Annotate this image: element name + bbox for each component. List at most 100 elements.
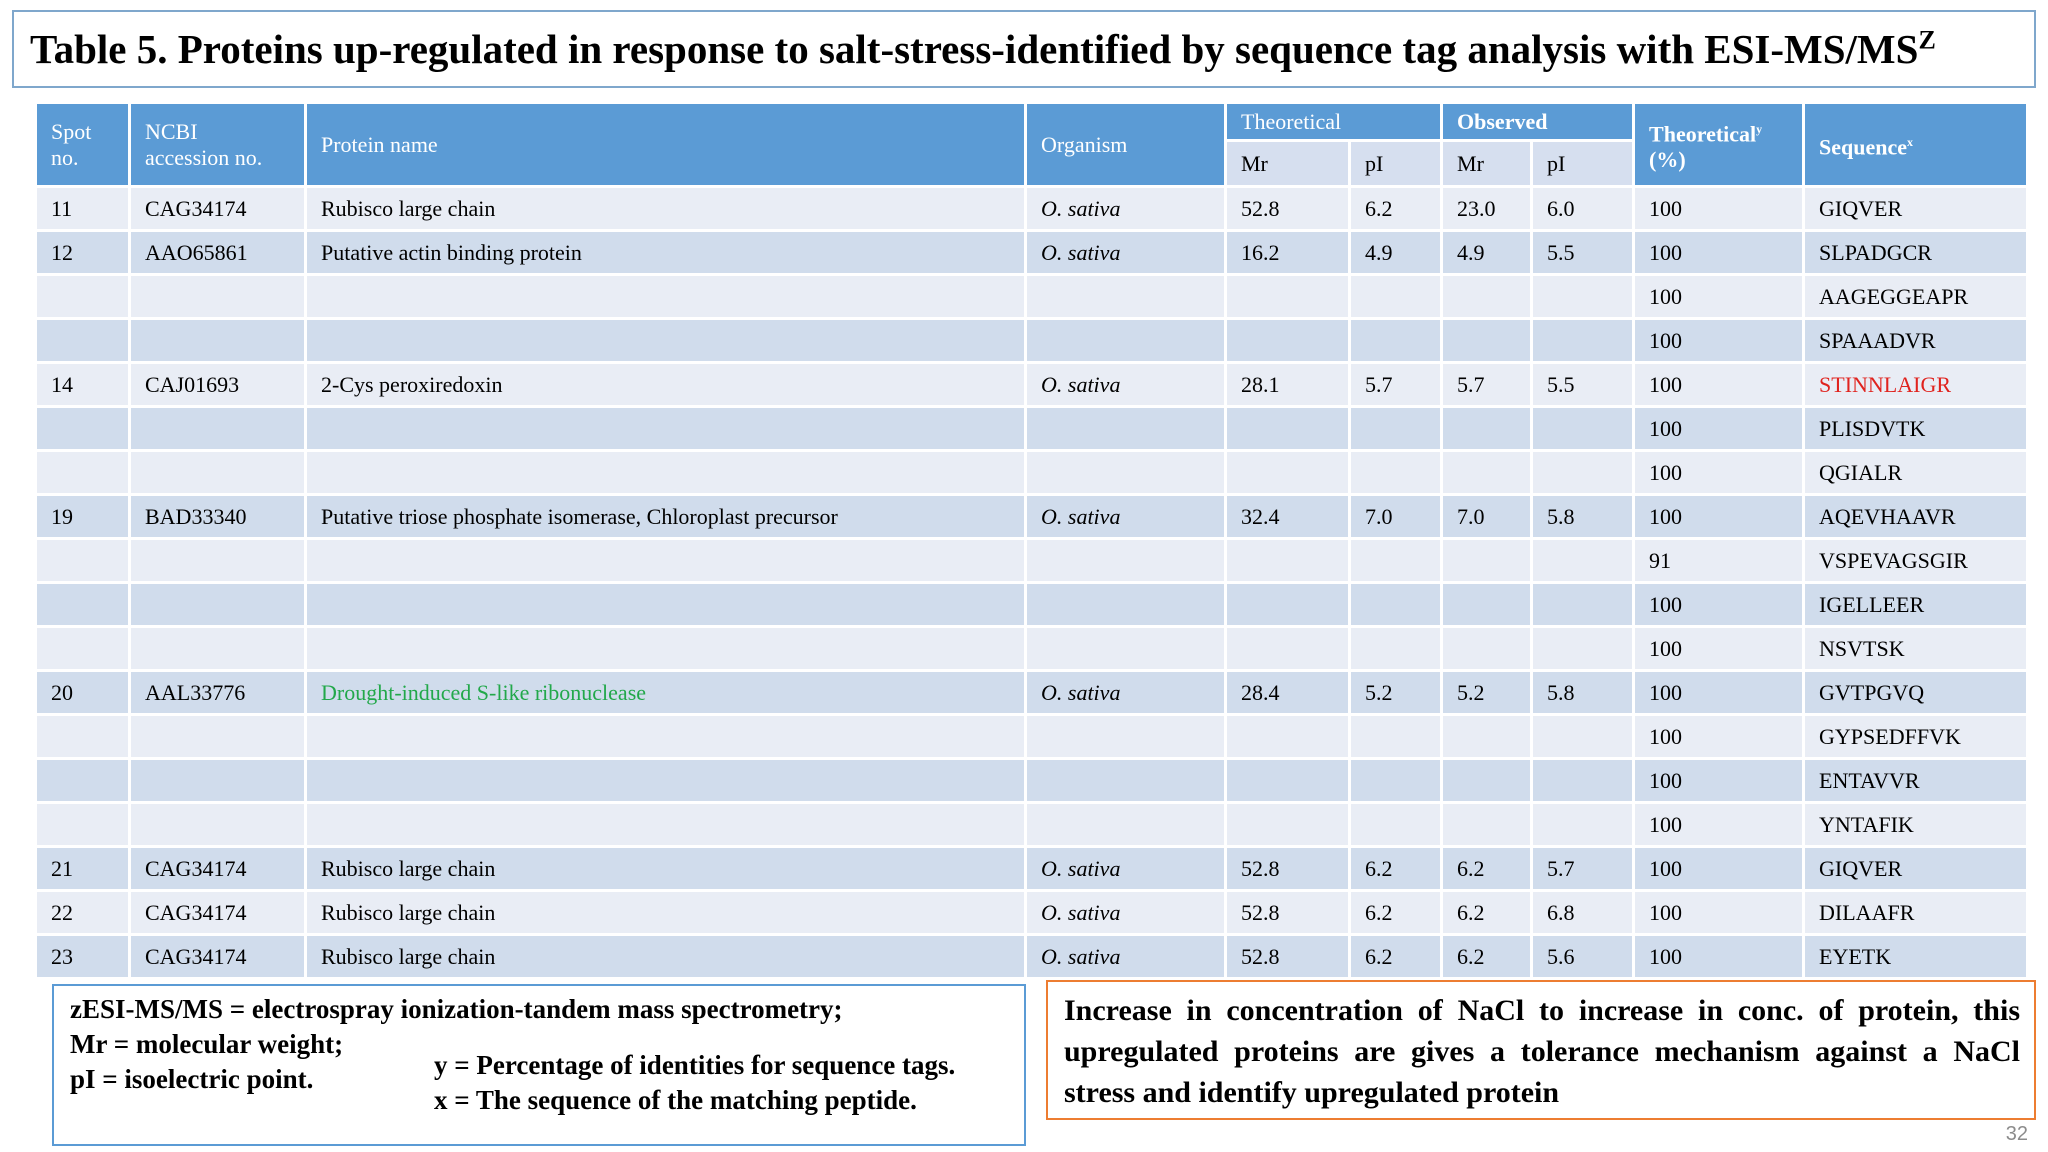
cell-identity: 100 <box>1632 757 1806 804</box>
cell-accession: CAG34174 <box>128 185 307 232</box>
cell-mr-observed <box>1440 317 1534 364</box>
cell-organism: O. sativa <box>1024 933 1227 980</box>
cell-protein <box>304 449 1027 496</box>
cell-pi-theoretical <box>1347 449 1444 496</box>
cell-accession <box>128 537 307 584</box>
cell-identity: 100 <box>1632 581 1806 628</box>
header-spot: Spot no. <box>34 101 131 188</box>
cell-protein <box>304 625 1027 672</box>
cell-mr-observed <box>1440 273 1534 320</box>
cell-pi-theoretical <box>1347 273 1444 320</box>
protein-table: Spot no. NCBI accession no. Protein name O… <box>34 101 2030 980</box>
cell-accession: CAG34174 <box>128 933 307 980</box>
cell-protein <box>304 801 1027 848</box>
cell-identity: 100 <box>1632 185 1806 232</box>
cell-pi-observed: 5.7 <box>1530 845 1636 892</box>
cell-pi-observed: 5.8 <box>1530 493 1636 540</box>
cell-spot: 14 <box>34 361 131 408</box>
cell-mr-observed <box>1440 537 1534 584</box>
cell-sequence: NSVTSK <box>1802 625 2030 672</box>
header-theoretical: Theoretical <box>1223 101 1444 142</box>
cell-mr-theoretical <box>1224 625 1351 672</box>
cell-pi-theoretical <box>1347 713 1444 760</box>
cell-mr-observed <box>1440 625 1534 672</box>
table-row: 91 VSPEVAGSGIR <box>34 537 2030 584</box>
cell-accession: CAG34174 <box>128 845 307 892</box>
cell-mr-observed: 6.2 <box>1440 933 1534 980</box>
cell-identity: 100 <box>1632 801 1806 848</box>
cell-sequence: DILAAFR <box>1802 889 2030 936</box>
cell-organism <box>1024 273 1227 320</box>
cell-mr-observed: 6.2 <box>1440 845 1534 892</box>
cell-sequence: IGELLEER <box>1802 581 2030 628</box>
cell-organism <box>1024 625 1227 672</box>
cell-sequence: AQEVHAAVR <box>1802 493 2030 540</box>
table-title-superscript: Z <box>1918 25 1936 55</box>
cell-accession: BAD33340 <box>128 493 307 540</box>
header-pi-theoretical: pI <box>1347 139 1444 188</box>
header-ncbi-accession: NCBI accession no. <box>128 101 307 188</box>
header-sequence: Sequencex <box>1802 101 2030 188</box>
cell-mr-observed <box>1440 801 1534 848</box>
table-row: 100 GYPSEDFFVK <box>34 713 2030 760</box>
table-header: Spot no. NCBI accession no. Protein name O… <box>34 101 2030 188</box>
header-organism: Organism <box>1024 101 1227 188</box>
header-observed: Observed <box>1440 101 1636 142</box>
cell-protein <box>304 713 1027 760</box>
cell-pi-observed <box>1530 317 1636 364</box>
header-mr-theoretical: Mr <box>1224 139 1351 188</box>
cell-pi-observed <box>1530 713 1636 760</box>
cell-accession <box>128 405 307 452</box>
cell-organism: O. sativa <box>1024 361 1227 408</box>
cell-organism <box>1024 449 1227 496</box>
cell-pi-observed <box>1530 757 1636 804</box>
footnote-x: x = The sequence of the matching peptide… <box>434 1085 917 1115</box>
cell-organism: O. sativa <box>1024 889 1227 936</box>
cell-pi-theoretical: 6.2 <box>1347 889 1444 936</box>
cell-identity: 100 <box>1632 713 1806 760</box>
cell-pi-theoretical <box>1347 801 1444 848</box>
cell-identity: 100 <box>1632 845 1806 892</box>
cell-protein: Drought-induced S-like ribonuclease <box>304 669 1027 716</box>
cell-mr-theoretical: 52.8 <box>1224 185 1351 232</box>
cell-mr-theoretical <box>1224 273 1351 320</box>
table-row: 100 PLISDVTK <box>34 405 2030 452</box>
footnote-esi: zESI-MS/MS = electrospray ionization-tan… <box>70 994 843 1024</box>
cell-sequence: EYETK <box>1802 933 2030 980</box>
cell-sequence: ENTAVVR <box>1802 757 2030 804</box>
cell-organism: O. sativa <box>1024 845 1227 892</box>
cell-pi-observed <box>1530 405 1636 452</box>
cell-spot: 21 <box>34 845 131 892</box>
cell-spot <box>34 581 131 628</box>
cell-spot: 22 <box>34 889 131 936</box>
table-row: 100 ENTAVVR <box>34 757 2030 804</box>
cell-accession: CAG34174 <box>128 889 307 936</box>
cell-sequence: GIQVER <box>1802 185 2030 232</box>
cell-pi-theoretical: 6.2 <box>1347 845 1444 892</box>
cell-mr-theoretical: 52.8 <box>1224 889 1351 936</box>
footnote-right-group: y = Percentage of identities for sequenc… <box>434 1048 955 1118</box>
cell-organism <box>1024 581 1227 628</box>
cell-mr-observed: 5.7 <box>1440 361 1534 408</box>
cell-accession <box>128 317 307 364</box>
cell-sequence: SPAAADVR <box>1802 317 2030 364</box>
table-row: 100 IGELLEER <box>34 581 2030 628</box>
cell-mr-theoretical <box>1224 581 1351 628</box>
cell-mr-observed <box>1440 405 1534 452</box>
cell-accession <box>128 713 307 760</box>
cell-mr-theoretical: 28.4 <box>1224 669 1351 716</box>
cell-pi-theoretical <box>1347 405 1444 452</box>
cell-spot: 12 <box>34 229 131 276</box>
cell-spot: 19 <box>34 493 131 540</box>
cell-accession <box>128 625 307 672</box>
title-box: Table 5. Proteins up-regulated in respon… <box>12 10 2036 88</box>
cell-sequence: SLPADGCR <box>1802 229 2030 276</box>
table-row: 22 CAG34174 Rubisco large chain O. sativa 52… <box>34 889 2030 936</box>
cell-identity: 91 <box>1632 537 1806 584</box>
cell-mr-observed: 7.0 <box>1440 493 1534 540</box>
cell-mr-theoretical: 52.8 <box>1224 845 1351 892</box>
cell-sequence: STINNLAIGR <box>1802 361 2030 408</box>
cell-sequence: YNTAFIK <box>1802 801 2030 848</box>
cell-organism <box>1024 317 1227 364</box>
table-row: 20 AAL33776 Drought-induced S-like ribonuc… <box>34 669 2030 716</box>
